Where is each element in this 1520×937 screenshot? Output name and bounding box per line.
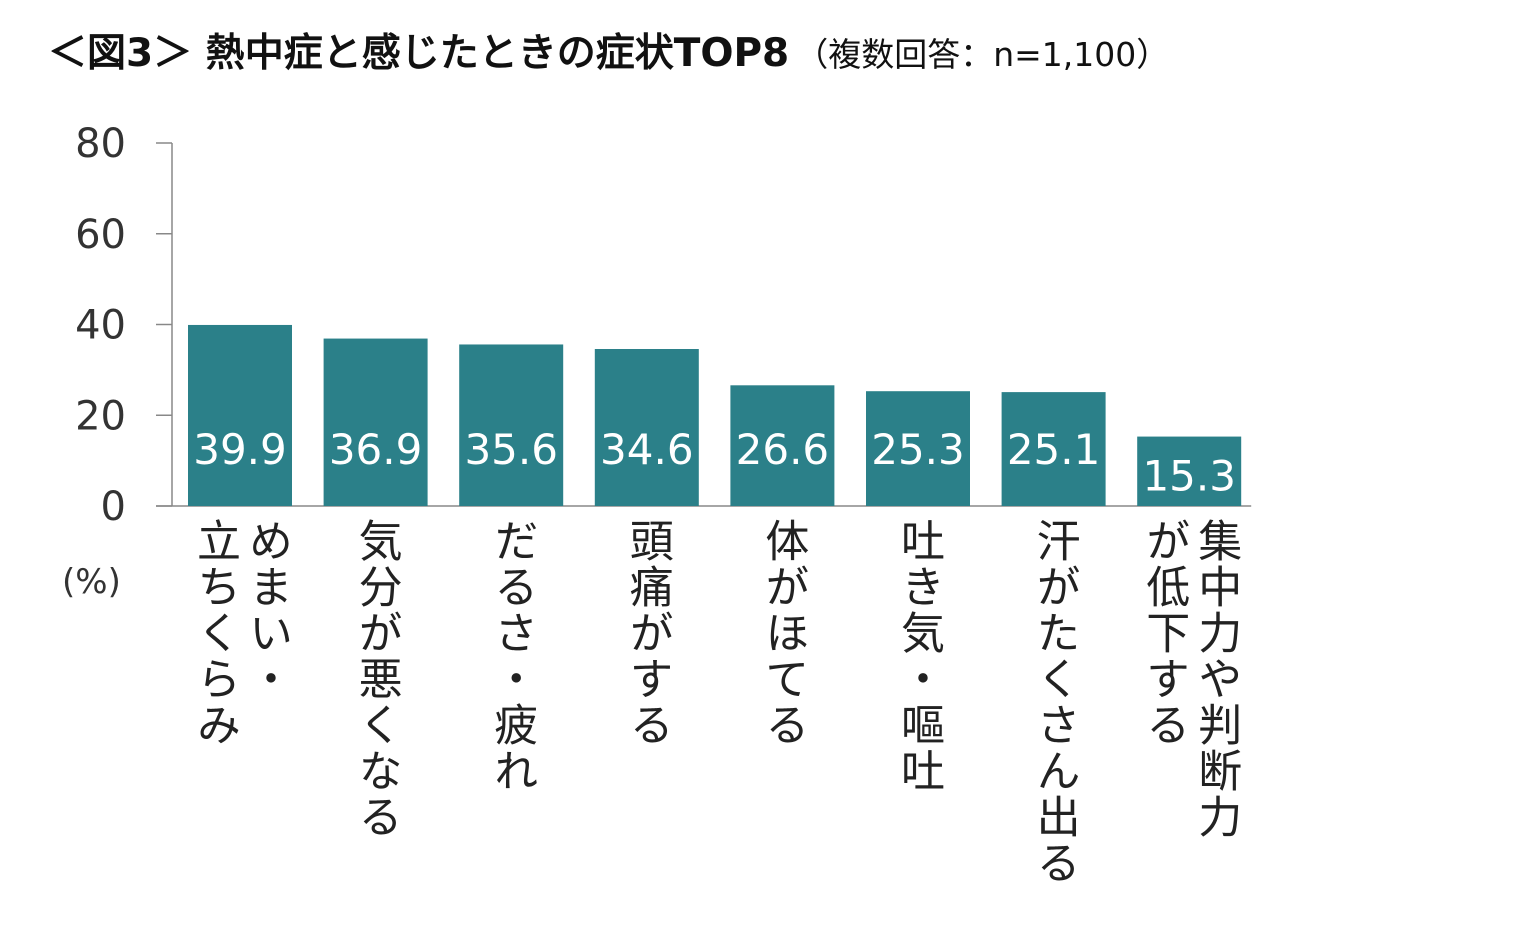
y-tick-label: 40 [75, 303, 126, 349]
category-label-line: が低下する [1138, 518, 1190, 748]
y-tick-label: 60 [75, 212, 126, 258]
category-label: 吐き気・嘔吐 [866, 518, 970, 794]
bar [188, 324, 292, 506]
category-label: だるさ・疲れ [459, 518, 563, 794]
data-label: 36.9 [329, 425, 423, 474]
category-label-line: 気分が悪くなる [350, 518, 402, 840]
bar [459, 344, 564, 506]
chart-title-main: ＜図3＞ 熱中症と感じたときの症状TOP8 [48, 31, 790, 76]
chart-title: ＜図3＞ 熱中症と感じたときの症状TOP8 （複数回答：n=1,100） [48, 22, 1169, 78]
category-label-line: 頭痛がする [621, 518, 673, 748]
bar [866, 391, 970, 506]
category-label: 汗がたくさん出る [1002, 518, 1106, 886]
data-label: 34.6 [600, 425, 694, 474]
category-label: 頭痛がする [595, 518, 699, 748]
category-label-line: めまい・ [241, 518, 292, 702]
category-label-line: 体がほてる [757, 518, 809, 748]
chart-title-sub: （複数回答：n=1,100） [795, 35, 1170, 74]
category-label-line: だるさ・疲れ [486, 518, 538, 794]
data-label: 35.6 [464, 425, 558, 474]
bar [594, 349, 699, 506]
category-label: めまい・ 立ちくらみ [188, 518, 292, 748]
category-label-line: 吐き気・嘔吐 [893, 518, 944, 794]
category-label: 気分が悪くなる [324, 518, 428, 840]
y-tick-label: 0 [101, 484, 126, 530]
category-label: 体がほてる [730, 518, 834, 748]
y-tick-label: 20 [75, 393, 126, 439]
bar [730, 385, 835, 506]
bar [323, 338, 428, 506]
y-tick-label: 80 [75, 121, 126, 167]
data-label: 25.1 [1007, 425, 1101, 474]
category-label: 集中力や判断力 が低下する [1137, 518, 1241, 840]
data-label: 26.6 [736, 425, 830, 474]
category-label-line: 集中力や判断力 [1190, 518, 1242, 840]
data-label: 15.3 [1142, 452, 1236, 501]
bar [1137, 436, 1242, 506]
data-label: 25.3 [871, 425, 965, 474]
bar [1001, 392, 1106, 506]
category-label-line: 立ちくらみ [189, 518, 240, 748]
data-label: 39.9 [193, 425, 287, 474]
category-label-line: 汗がたくさん出る [1028, 518, 1080, 886]
y-axis-unit-label: (%) [62, 562, 121, 602]
